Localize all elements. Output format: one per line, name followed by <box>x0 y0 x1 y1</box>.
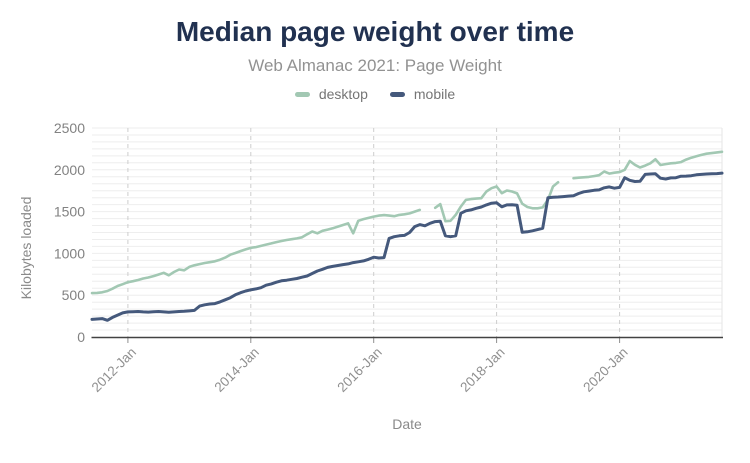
x-tick-label: 2012-Jan <box>89 345 139 395</box>
x-tick-label: 2016-Jan <box>334 345 384 395</box>
y-tick-label: 2000 <box>54 162 85 178</box>
chart-subtitle: Web Almanac 2021: Page Weight <box>248 56 502 75</box>
y-tick-label: 1000 <box>54 245 85 261</box>
y-axis-title: Kilobytes loaded <box>18 197 34 300</box>
mobile-series-line[interactable] <box>90 171 724 322</box>
x-axis-title: Date <box>392 416 422 432</box>
x-tick-label: 2018-Jan <box>457 345 507 395</box>
y-tick-label: 0 <box>77 329 85 345</box>
legend-label-mobile: mobile <box>413 86 456 102</box>
y-tick-label: 2500 <box>54 120 85 136</box>
y-tick-label: 500 <box>62 287 86 303</box>
y-tick-label: 1500 <box>54 204 85 220</box>
chart-title: Median page weight over time <box>175 16 575 47</box>
legend: desktop mobile <box>0 86 750 102</box>
legend-label-desktop: desktop <box>318 86 368 102</box>
desktop-series-line[interactable] <box>90 150 724 295</box>
x-tick-label: 2020-Jan <box>580 345 630 395</box>
legend-item-desktop[interactable]: desktop <box>294 86 368 102</box>
x-tick-label: 2014-Jan <box>212 345 262 395</box>
legend-item-mobile[interactable]: mobile <box>389 86 456 102</box>
mobile-series-marker-icon <box>389 91 405 97</box>
desktop-series-marker-icon <box>294 91 310 97</box>
